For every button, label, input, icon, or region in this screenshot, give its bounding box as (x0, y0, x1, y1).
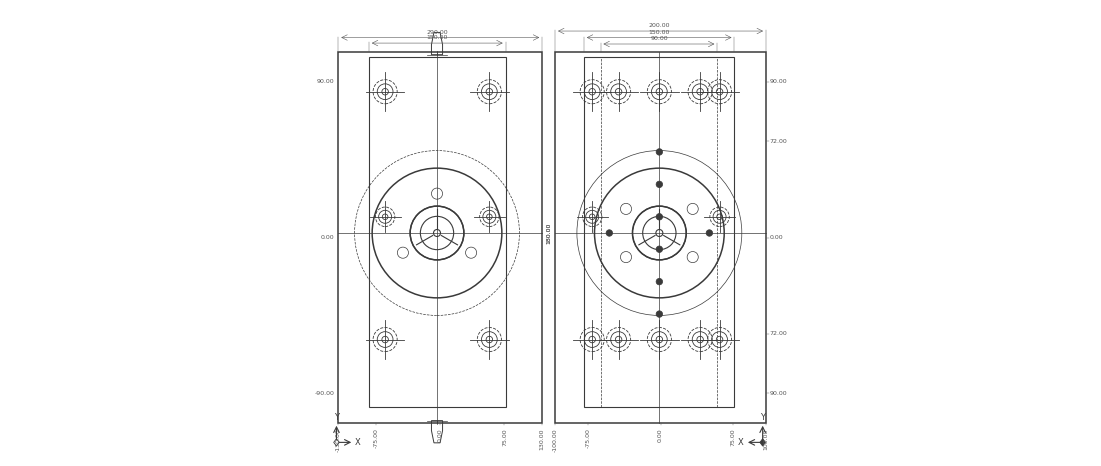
Text: 75.00: 75.00 (731, 428, 735, 446)
Circle shape (656, 246, 663, 253)
Circle shape (656, 278, 663, 285)
Text: X: X (355, 438, 361, 447)
Text: 180.00: 180.00 (546, 222, 552, 244)
Text: 0.00: 0.00 (770, 235, 783, 240)
Bar (555, 52, 766, 423)
Text: 200.00: 200.00 (648, 23, 671, 28)
Text: 90.00: 90.00 (770, 80, 787, 84)
Circle shape (606, 230, 612, 236)
Text: 130.00: 130.00 (539, 428, 545, 450)
Text: 90.00: 90.00 (770, 391, 787, 396)
Text: 0.00: 0.00 (438, 428, 443, 442)
Bar (369, 57, 505, 407)
Circle shape (656, 213, 663, 220)
Circle shape (706, 230, 712, 236)
Text: 290.00: 290.00 (426, 30, 448, 35)
Text: 0.00: 0.00 (658, 428, 663, 442)
Circle shape (656, 149, 663, 155)
Text: -75.00: -75.00 (586, 428, 590, 448)
Polygon shape (760, 439, 765, 446)
Text: -130.00: -130.00 (336, 428, 341, 452)
Text: -100.00: -100.00 (553, 428, 557, 452)
Bar (338, 52, 542, 423)
Text: 180.00: 180.00 (546, 222, 550, 244)
Text: Y: Y (760, 412, 765, 422)
Text: 72.00: 72.00 (770, 139, 787, 144)
Text: 0.00: 0.00 (321, 235, 335, 240)
Text: -75.00: -75.00 (373, 428, 379, 448)
Text: 100.00: 100.00 (763, 428, 768, 450)
Circle shape (656, 181, 663, 188)
Text: 75.00: 75.00 (502, 428, 506, 446)
Bar (584, 57, 734, 407)
Text: -90.00: -90.00 (315, 391, 335, 396)
Text: 90.00: 90.00 (317, 80, 335, 84)
Text: 90.00: 90.00 (651, 36, 668, 41)
Text: X: X (738, 438, 743, 447)
Text: 150.00: 150.00 (426, 35, 448, 40)
Text: 72.00: 72.00 (770, 331, 787, 336)
Text: Y: Y (334, 412, 339, 422)
Text: 150.00: 150.00 (648, 30, 671, 35)
Circle shape (656, 311, 663, 317)
